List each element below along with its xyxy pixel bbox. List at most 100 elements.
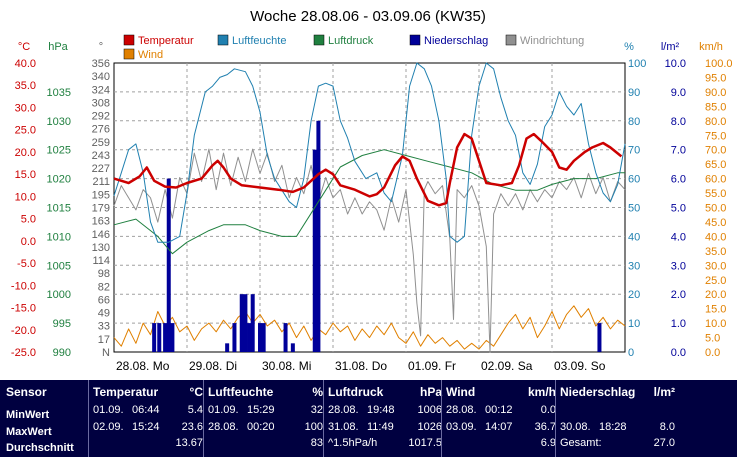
row-label-max: MaxWert: [6, 426, 52, 438]
axis-tick-dir: 66: [98, 294, 110, 306]
table-header-name: Luftdruck: [328, 385, 384, 399]
axis-tick-wind: 35.0: [705, 246, 726, 258]
axis-tick-dir: 211: [92, 176, 110, 188]
axis-tick-rain: 8.0: [671, 116, 686, 128]
table-cell-time: 18:28: [599, 421, 627, 433]
axis-tick-temp: 20.0: [15, 147, 36, 159]
axis-tick-temp: -15.0: [11, 303, 36, 315]
axis-tick-wind: 70.0: [705, 145, 726, 157]
table-cell-value: 0.0: [540, 404, 556, 416]
table-cell-time: 14:07: [485, 421, 513, 433]
chart-title: Woche 28.08.06 - 03.09.06 (KW35): [250, 8, 486, 25]
precip-bar: [250, 294, 255, 352]
x-tick-day: 29.08. Di: [189, 359, 237, 373]
table-cell-date: 28.08.: [328, 404, 359, 416]
precip-bar: [163, 323, 168, 352]
table-cell-value: 23.6: [181, 421, 203, 433]
axis-tick-dir: 130: [92, 242, 110, 254]
table-header-name: Wind: [446, 385, 476, 399]
axis-tick-temp: 30.0: [15, 102, 36, 114]
axis-tick-dir: 114: [92, 255, 110, 267]
axis-tick-wind: 40.0: [705, 231, 726, 243]
axis-tick-wind: 10.0: [705, 318, 726, 330]
axis-tick-hum: 100: [628, 58, 646, 70]
table-cell-time: 19:48: [367, 404, 395, 416]
axis-tick-press: 990: [53, 347, 71, 359]
precip-bar: [290, 343, 295, 352]
axis-tick-rain: 2.0: [671, 289, 686, 301]
table-header-unit: °C: [189, 385, 203, 399]
series-line-wind: [113, 305, 626, 350]
table-cell-value: 27.0: [653, 437, 675, 449]
axis-tick-dir: 49: [98, 308, 110, 320]
precip-bar: [170, 323, 175, 352]
axis-tick-temp: 5.0: [21, 214, 36, 226]
axis-tick-wind: 45.0: [705, 217, 726, 229]
precip-bar: [597, 323, 602, 352]
precip-bar: [157, 323, 162, 352]
statistics-table: Sensor MinWert MaxWert Durchschnitt Temp…: [0, 380, 737, 457]
axis-tick-dir: N: [102, 347, 110, 359]
axis-tick-wind: 15.0: [705, 304, 726, 316]
axis-tick-temp: 35.0: [15, 80, 36, 92]
axis-tick-dir: 195: [92, 189, 110, 201]
table-cell-time: 00:12: [485, 404, 513, 416]
precip-bar: [225, 343, 230, 352]
series-line-luftfeuchte: [113, 62, 626, 243]
axis-tick-wind: 25.0: [705, 275, 726, 287]
axis-tick-rain: 9.0: [671, 87, 686, 99]
table-header-name: Luftfeuchte: [208, 385, 274, 399]
x-tick-day: 28.08. Mo: [116, 359, 170, 373]
table-cell-date: 31.08.: [328, 421, 359, 433]
table-cell-value: 83: [310, 437, 323, 449]
axis-tick-press: 1030: [47, 116, 71, 128]
axis-tick-wind: 75.0: [705, 130, 726, 142]
table-cell-value: 36.7: [534, 421, 556, 433]
axis-tick-dir: 324: [92, 84, 110, 96]
table-header-unit: %: [312, 385, 323, 399]
axis-tick-press: 995: [53, 318, 71, 330]
axis-tick-dir: 227: [92, 163, 110, 175]
series-line-luftdruck: [113, 149, 625, 255]
axis-tick-dir: 292: [92, 111, 110, 123]
table-cell-date: 30.08.: [560, 421, 591, 433]
axis-tick-dir: 259: [92, 137, 110, 149]
axis-tick-rain: 0.0: [671, 347, 686, 359]
table-header-name: Temperatur: [93, 385, 159, 399]
table-cell-value: 1017.5: [408, 437, 442, 449]
table-cell-date: 03.09.: [446, 421, 477, 433]
axis-tick-dir: 17: [98, 334, 110, 346]
axis-tick-temp: -25.0: [11, 347, 36, 359]
legend-label-humidity: Luftfeuchte: [232, 35, 286, 47]
table-cell-value: 100: [304, 421, 323, 433]
axis-tick-hum: 30: [628, 260, 640, 272]
precip-bar: [316, 120, 321, 352]
precip-bar: [247, 323, 252, 352]
axis-tick-wind: 20.0: [705, 289, 726, 301]
axis-tick-rain: 5.0: [671, 203, 686, 215]
precip-bar: [152, 323, 157, 352]
legend-swatch-precipitation: [409, 34, 421, 46]
table-cell-value: 1006: [417, 404, 442, 416]
axis-tick-temp: 10.0: [15, 191, 36, 203]
precip-bar: [239, 294, 244, 352]
axis-tick-hum: 0: [628, 347, 634, 359]
table-separator: [323, 380, 324, 457]
precip-bar: [258, 323, 262, 352]
table-header-name: Niederschlag: [560, 385, 636, 399]
axis-tick-wind: 85.0: [705, 101, 726, 113]
legend-label-pressure: Luftdruck: [328, 35, 374, 47]
table-cell-date: 28.08.: [446, 404, 477, 416]
table-cell-time: 15:29: [247, 404, 275, 416]
series-line-temperatur: [113, 132, 623, 207]
legend-swatch-temperature: [123, 34, 135, 46]
axis-tick-wind: 5.0: [705, 333, 720, 345]
table-cell-value: 32: [310, 404, 323, 416]
axis-unit-press: hPa: [48, 41, 68, 53]
axis-tick-press: 1000: [47, 289, 71, 301]
table-separator: [203, 380, 204, 457]
axis-tick-wind: 50.0: [705, 203, 726, 215]
axis-tick-hum: 20: [628, 289, 640, 301]
precip-bar: [312, 149, 317, 352]
axis-tick-press: 1010: [47, 231, 71, 243]
